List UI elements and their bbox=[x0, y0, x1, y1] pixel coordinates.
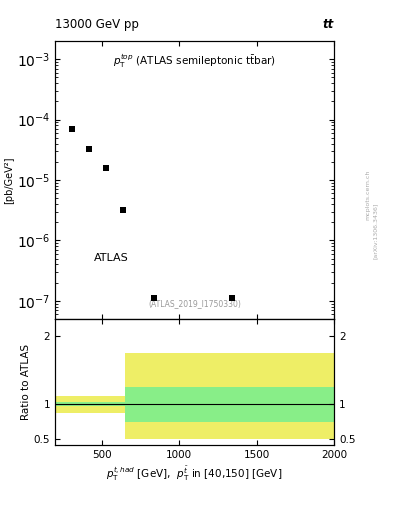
Text: [arXiv:1306.3436]: [arXiv:1306.3436] bbox=[373, 202, 378, 259]
Text: mcplots.cern.ch: mcplots.cern.ch bbox=[365, 169, 370, 220]
Y-axis label: $\mathrm{d}^2\sigma\,/\,\mathrm{d}\,p_\mathrm{T}^{t,had}\,\mathrm{d}\,p_\mathrm{: $\mathrm{d}^2\sigma\,/\,\mathrm{d}\,p_\m… bbox=[0, 140, 14, 220]
Text: 13000 GeV pp: 13000 GeV pp bbox=[55, 18, 139, 31]
Text: (ATLAS_2019_I1750330): (ATLAS_2019_I1750330) bbox=[148, 299, 241, 308]
Text: ATLAS: ATLAS bbox=[94, 253, 129, 263]
Text: $p_\mathrm{T}^{top}$ (ATLAS semileptonic t$\bar{\mathrm{t}}$bar): $p_\mathrm{T}^{top}$ (ATLAS semileptonic… bbox=[113, 52, 276, 70]
Y-axis label: Ratio to ATLAS: Ratio to ATLAS bbox=[21, 344, 31, 420]
Text: tt: tt bbox=[323, 18, 334, 31]
X-axis label: $p_\mathrm{T}^{t,had}$ [GeV],  $p_\mathrm{T}^{\bar{t}}$ in [40,150] [GeV]: $p_\mathrm{T}^{t,had}$ [GeV], $p_\mathrm… bbox=[107, 464, 283, 483]
